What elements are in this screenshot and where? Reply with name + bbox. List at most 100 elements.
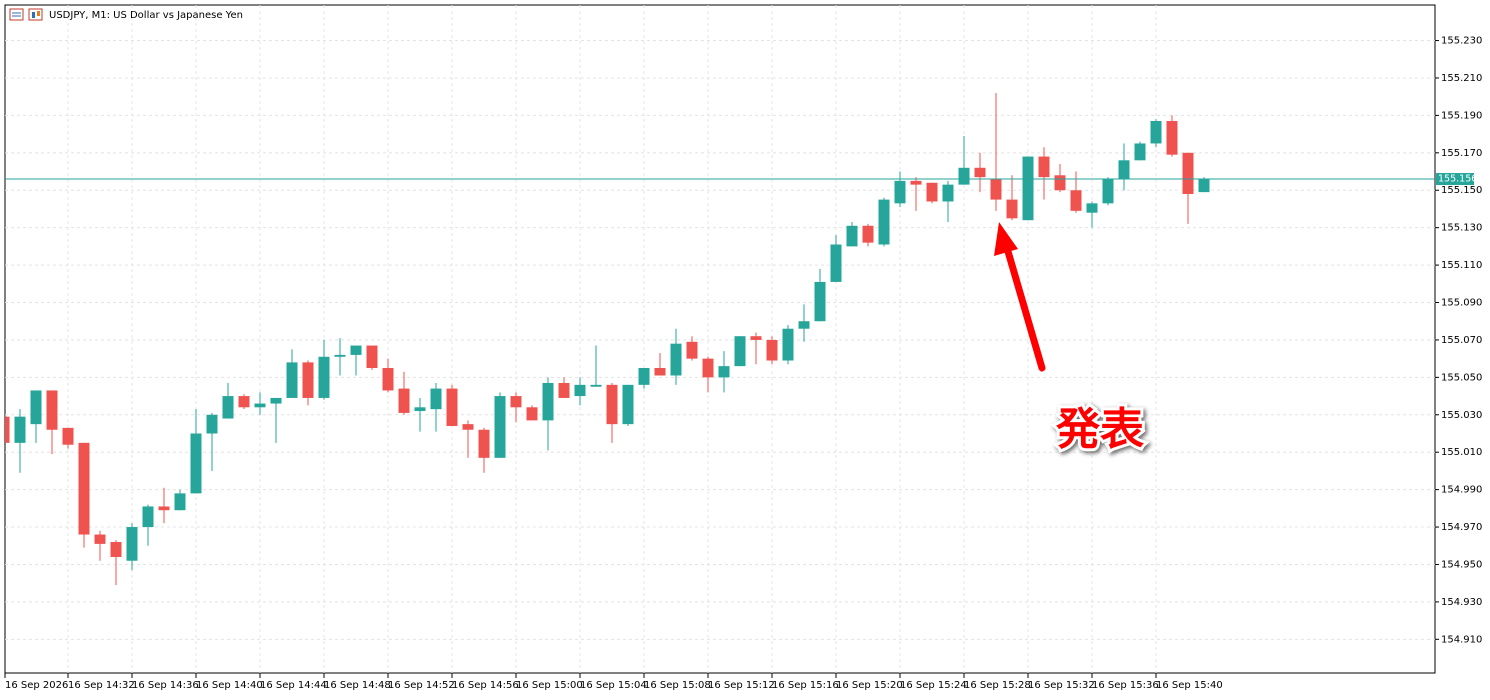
- candle-body: [782, 328, 794, 361]
- annotation-arrow: [994, 222, 1046, 372]
- candle-body: [462, 424, 474, 430]
- candle-body: [590, 384, 602, 387]
- x-tick-label: 16 Sep 15:32: [1028, 680, 1095, 691]
- candle-body: [318, 356, 330, 398]
- candle-body: [94, 534, 106, 544]
- x-tick-label: 16 Sep 14:44: [260, 680, 327, 691]
- title-icons: [9, 8, 43, 21]
- current-price-label: 155.156: [1438, 174, 1477, 185]
- candle-body: [398, 388, 410, 413]
- candle-body: [238, 396, 250, 408]
- candle-body: [302, 362, 314, 398]
- candle-body: [142, 506, 154, 528]
- candle-body: [1022, 156, 1034, 221]
- candle-body: [30, 390, 42, 425]
- candle-body: [814, 281, 826, 322]
- candle-body: [5, 416, 10, 443]
- candle-body: [846, 225, 858, 247]
- y-tick-label: 155.150: [1441, 185, 1482, 196]
- candle-body: [78, 442, 90, 535]
- candle-body: [798, 321, 810, 329]
- annotation: 発表: [1055, 404, 1144, 455]
- candle-body: [14, 416, 26, 443]
- x-tick-label: 16 Sep 15:00: [516, 680, 583, 691]
- arrow-shaft: [1003, 244, 1046, 372]
- candle-body: [894, 180, 906, 204]
- candle-body: [350, 345, 362, 355]
- candle-body: [1118, 160, 1130, 180]
- candle-body: [974, 167, 986, 178]
- arrow-head: [994, 222, 1018, 256]
- candle-body: [686, 341, 698, 359]
- candle-body: [478, 429, 490, 458]
- candle-body: [510, 396, 522, 408]
- candle-body: [910, 180, 922, 185]
- candle-body: [638, 368, 650, 385]
- candle-body: [286, 362, 298, 398]
- candle-body: [878, 199, 890, 245]
- y-tick-label: 154.910: [1441, 634, 1482, 645]
- y-tick-label: 155.190: [1441, 110, 1482, 121]
- candle-body: [414, 407, 426, 412]
- candle-body: [270, 397, 282, 404]
- candle-body: [718, 366, 730, 378]
- y-tick-label: 155.130: [1441, 223, 1482, 234]
- candle-body: [1038, 156, 1050, 178]
- axes: 154.910 154.930 154.950 154.970 154.990 155.0…: [4, 36, 1482, 691]
- x-tick-label: 16 Sep 14:48: [324, 680, 391, 691]
- candle-body: [1150, 121, 1162, 144]
- candle-body: [110, 542, 122, 557]
- candle-body: [1086, 203, 1098, 213]
- x-tick-label: 16 Sep 14:56: [452, 680, 519, 691]
- candle-body: [734, 336, 746, 367]
- candle-body: [942, 184, 954, 202]
- candle-body: [958, 167, 970, 185]
- candle-body: [1006, 199, 1018, 219]
- y-tick-label: 154.930: [1441, 597, 1482, 608]
- y-tick-label: 155.090: [1441, 298, 1482, 309]
- y-tick-label: 155.230: [1441, 36, 1482, 47]
- icon: [28, 8, 43, 21]
- candle-body: [526, 407, 538, 421]
- x-tick-label: 16 Sep 15:20: [836, 680, 903, 691]
- y-tick-label: 154.990: [1441, 485, 1482, 496]
- candle-body: [1166, 121, 1178, 155]
- y-tick-label: 155.170: [1441, 148, 1482, 159]
- x-tick-label: 16 Sep 14:40: [196, 680, 263, 691]
- candle-body: [222, 396, 234, 419]
- candle-body: [46, 390, 58, 430]
- candle-body: [254, 403, 266, 408]
- x-tick-label: 16 Sep 15:24: [900, 680, 967, 691]
- candle-body: [494, 396, 506, 458]
- candle-body: [1182, 152, 1194, 194]
- candles: [5, 92, 1210, 586]
- x-tick-label: 16 Sep 15:28: [964, 680, 1031, 691]
- x-tick-label: 16 Sep 2026: [5, 680, 68, 691]
- candle-body: [670, 343, 682, 376]
- y-tick-label: 154.970: [1441, 522, 1482, 533]
- icon: [37, 11, 40, 16]
- candle-body: [750, 336, 762, 340]
- chart-title: USDJPY, M1: US Dollar vs Japanese Yen: [49, 10, 243, 21]
- candle-body: [1102, 179, 1114, 204]
- y-tick-label: 155.010: [1441, 447, 1482, 458]
- candle-body: [158, 506, 170, 511]
- candle-body: [126, 527, 138, 561]
- candle-body: [366, 345, 378, 369]
- y-tick-label: 155.030: [1441, 410, 1482, 421]
- candle-body: [1070, 190, 1082, 211]
- candle-body: [766, 339, 778, 361]
- x-tick-label: 16 Sep 15:40: [1156, 680, 1223, 691]
- candle-body: [334, 354, 346, 357]
- y-tick-label: 155.070: [1441, 335, 1482, 346]
- y-tick-label: 154.950: [1441, 559, 1482, 570]
- icon: [9, 8, 24, 21]
- candle-body: [1198, 179, 1210, 193]
- current-price-box: [1436, 173, 1474, 186]
- candle-body: [926, 182, 938, 202]
- candle-body: [382, 368, 394, 391]
- x-tick-label: 16 Sep 14:32: [68, 680, 135, 691]
- candle-body: [654, 368, 666, 376]
- candle-body: [558, 382, 570, 398]
- candle-body: [430, 388, 442, 410]
